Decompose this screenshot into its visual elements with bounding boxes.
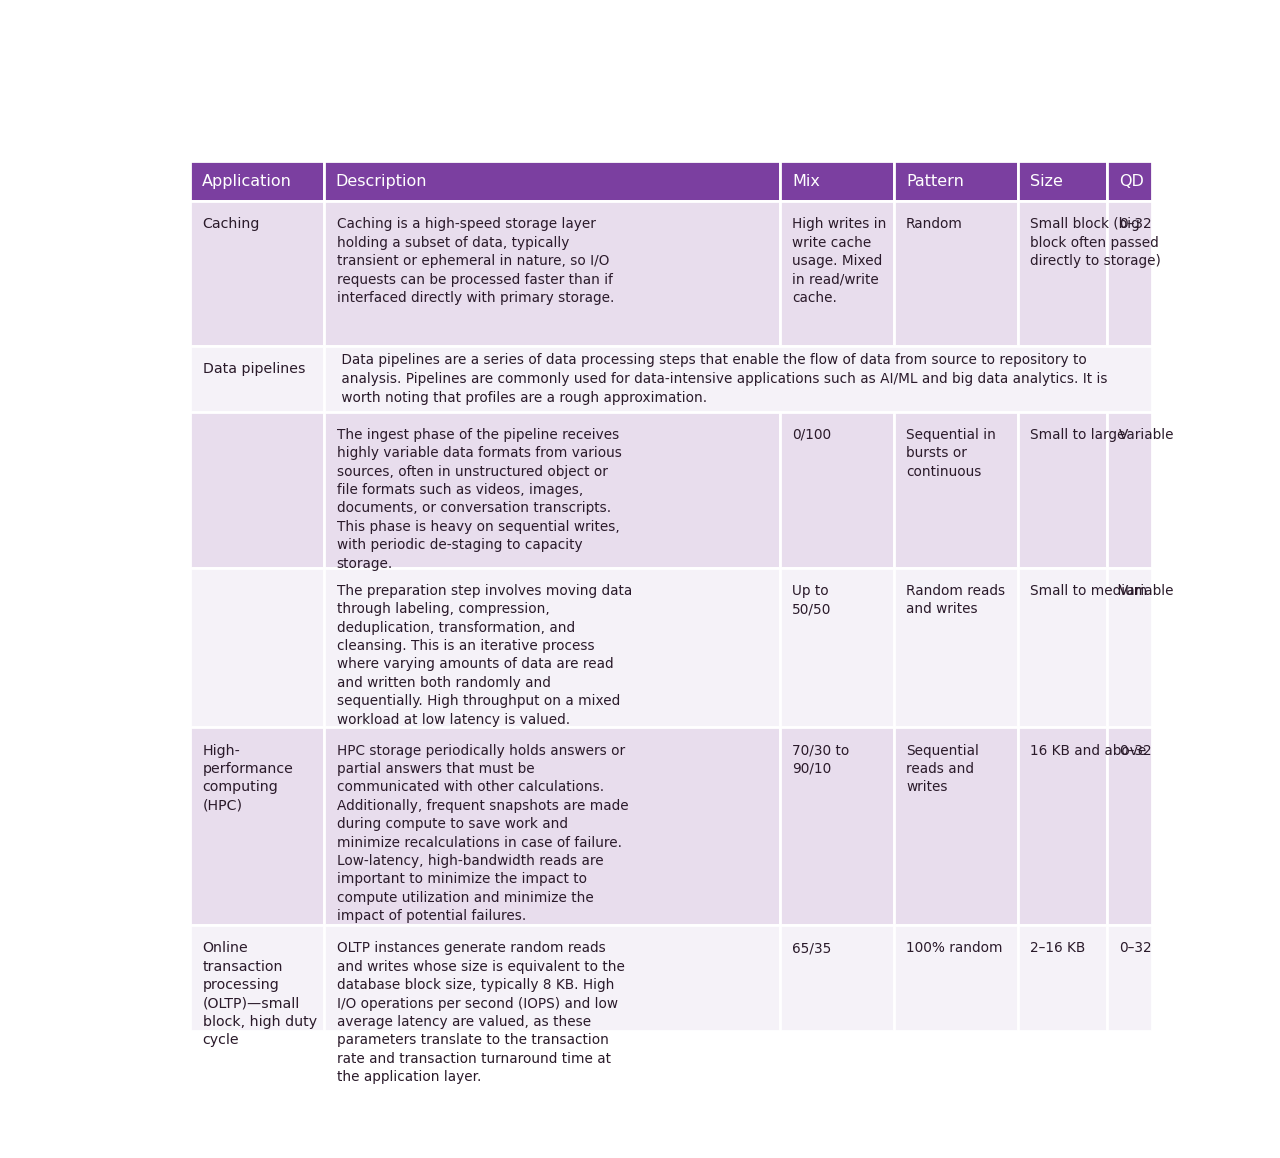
Text: Size: Size <box>1030 174 1062 189</box>
Bar <box>1107 161 1152 201</box>
Bar <box>1107 201 1152 346</box>
Text: Mix: Mix <box>792 174 819 189</box>
Text: Data pipelines are a series of data processing steps that enable the flow of dat: Data pipelines are a series of data proc… <box>337 353 1107 405</box>
Bar <box>895 412 1018 567</box>
Bar <box>189 201 324 346</box>
Bar <box>189 346 324 412</box>
Text: High writes in
write cache
usage. Mixed
in read/write
cache.: High writes in write cache usage. Mixed … <box>792 218 886 305</box>
Text: Small to medium: Small to medium <box>1030 584 1147 598</box>
Bar <box>895 201 1018 346</box>
Text: Description: Description <box>335 174 428 189</box>
Text: The preparation step involves moving data
through labeling, compression,
dedupli: The preparation step involves moving dat… <box>337 584 632 727</box>
Bar <box>324 412 780 567</box>
Text: Variable: Variable <box>1119 427 1175 442</box>
Text: Small block (big
block often passed
directly to storage): Small block (big block often passed dire… <box>1030 218 1161 269</box>
Bar <box>1018 727 1107 925</box>
Text: Caching: Caching <box>202 218 260 232</box>
Text: Caching is a high-speed storage layer
holding a subset of data, typically
transi: Caching is a high-speed storage layer ho… <box>337 218 614 305</box>
Text: Up to
50/50: Up to 50/50 <box>792 584 831 616</box>
Bar <box>780 925 893 1031</box>
Text: 0–32: 0–32 <box>1119 941 1152 955</box>
Bar <box>1018 412 1107 567</box>
Bar <box>1107 412 1152 567</box>
Text: Application: Application <box>202 174 292 189</box>
Text: 2–16 KB: 2–16 KB <box>1030 941 1085 955</box>
Bar <box>324 201 780 346</box>
Text: OLTP instances generate random reads
and writes whose size is equivalent to the
: OLTP instances generate random reads and… <box>337 941 625 1084</box>
Text: 0/100: 0/100 <box>792 427 831 442</box>
Text: Online
transaction
processing
(OLTP)—small
block, high duty
cycle: Online transaction processing (OLTP)—sma… <box>202 941 316 1048</box>
Text: 0–32: 0–32 <box>1119 218 1152 232</box>
Text: HPC storage periodically holds answers or
partial answers that must be
communica: HPC storage periodically holds answers o… <box>337 743 628 923</box>
Bar <box>895 161 1018 201</box>
Bar <box>1018 925 1107 1031</box>
Text: High-
performance
computing
(HPC): High- performance computing (HPC) <box>202 743 293 813</box>
Bar <box>189 161 324 201</box>
Bar <box>189 412 324 567</box>
Bar <box>189 567 324 727</box>
Text: Sequential in
bursts or
continuous: Sequential in bursts or continuous <box>906 427 996 478</box>
Text: 100% random: 100% random <box>906 941 1002 955</box>
Text: Small to large: Small to large <box>1030 427 1125 442</box>
Text: Variable: Variable <box>1119 584 1175 598</box>
Bar <box>1107 567 1152 727</box>
Text: Data pipelines: Data pipelines <box>202 361 305 376</box>
Text: 0–32: 0–32 <box>1119 743 1152 757</box>
Bar <box>324 925 780 1031</box>
Bar <box>895 567 1018 727</box>
Bar <box>1018 161 1107 201</box>
Text: 16 KB and above: 16 KB and above <box>1030 743 1146 757</box>
Bar <box>324 346 1152 412</box>
Bar <box>1018 201 1107 346</box>
Bar <box>189 925 324 1031</box>
Text: Random reads
and writes: Random reads and writes <box>906 584 1005 616</box>
Bar <box>780 567 893 727</box>
Bar <box>780 727 893 925</box>
Bar <box>780 161 893 201</box>
Bar <box>895 727 1018 925</box>
Bar <box>1018 567 1107 727</box>
Bar <box>189 727 324 925</box>
Bar <box>895 925 1018 1031</box>
Text: QD: QD <box>1119 174 1144 189</box>
Bar <box>780 412 893 567</box>
Text: The ingest phase of the pipeline receives
highly variable data formats from vari: The ingest phase of the pipeline receive… <box>337 427 622 571</box>
Text: Random: Random <box>906 218 963 232</box>
Text: Sequential
reads and
writes: Sequential reads and writes <box>906 743 979 794</box>
Bar <box>780 201 893 346</box>
Text: Pattern: Pattern <box>906 174 964 189</box>
Bar <box>1107 925 1152 1031</box>
Text: 70/30 to
90/10: 70/30 to 90/10 <box>792 743 849 776</box>
Bar <box>324 161 780 201</box>
Bar <box>1107 727 1152 925</box>
Bar <box>324 567 780 727</box>
Text: 65/35: 65/35 <box>792 941 831 955</box>
Bar <box>324 727 780 925</box>
